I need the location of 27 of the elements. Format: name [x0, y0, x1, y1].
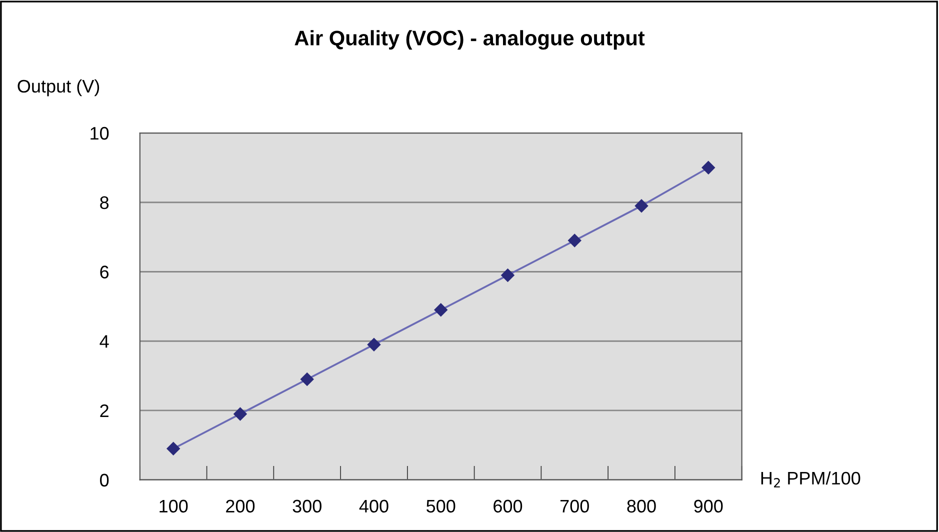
- point: [634, 199, 648, 212]
- y-tick-label: 8: [100, 196, 109, 210]
- x-tick-label: 100: [160, 500, 188, 513]
- point: [702, 161, 715, 174]
- x-tick-label: 700: [560, 500, 589, 513]
- x-axis-title: H$_{2}$ PPM/100: [761, 471, 860, 488]
- y-tick-label: 0: [100, 474, 109, 487]
- y-tick-label: 4: [100, 335, 109, 348]
- y-tick-label: 2: [100, 404, 108, 418]
- x-tick-label: 200: [226, 500, 255, 513]
- x-tick-label: 600: [494, 500, 522, 513]
- y-tick-label: 6: [100, 266, 109, 278]
- x-tick-label: 400: [359, 500, 388, 513]
- point: [568, 234, 582, 248]
- point: [434, 303, 448, 316]
- x-tick-label: 300: [292, 500, 322, 513]
- x-tick-label: 800: [627, 500, 656, 513]
- point: [501, 268, 514, 282]
- point: [166, 442, 180, 456]
- chart-title: Air Quality (VOC) - analogue output: [294, 30, 645, 50]
- point: [367, 338, 381, 352]
- point: [300, 372, 314, 386]
- x-tick-label: 500: [426, 500, 456, 513]
- y-tick-label: 10: [90, 126, 109, 140]
- y-axis-title: Output (V): [18, 79, 100, 96]
- x-tick-label: 900: [694, 500, 723, 513]
- point: [234, 407, 247, 421]
